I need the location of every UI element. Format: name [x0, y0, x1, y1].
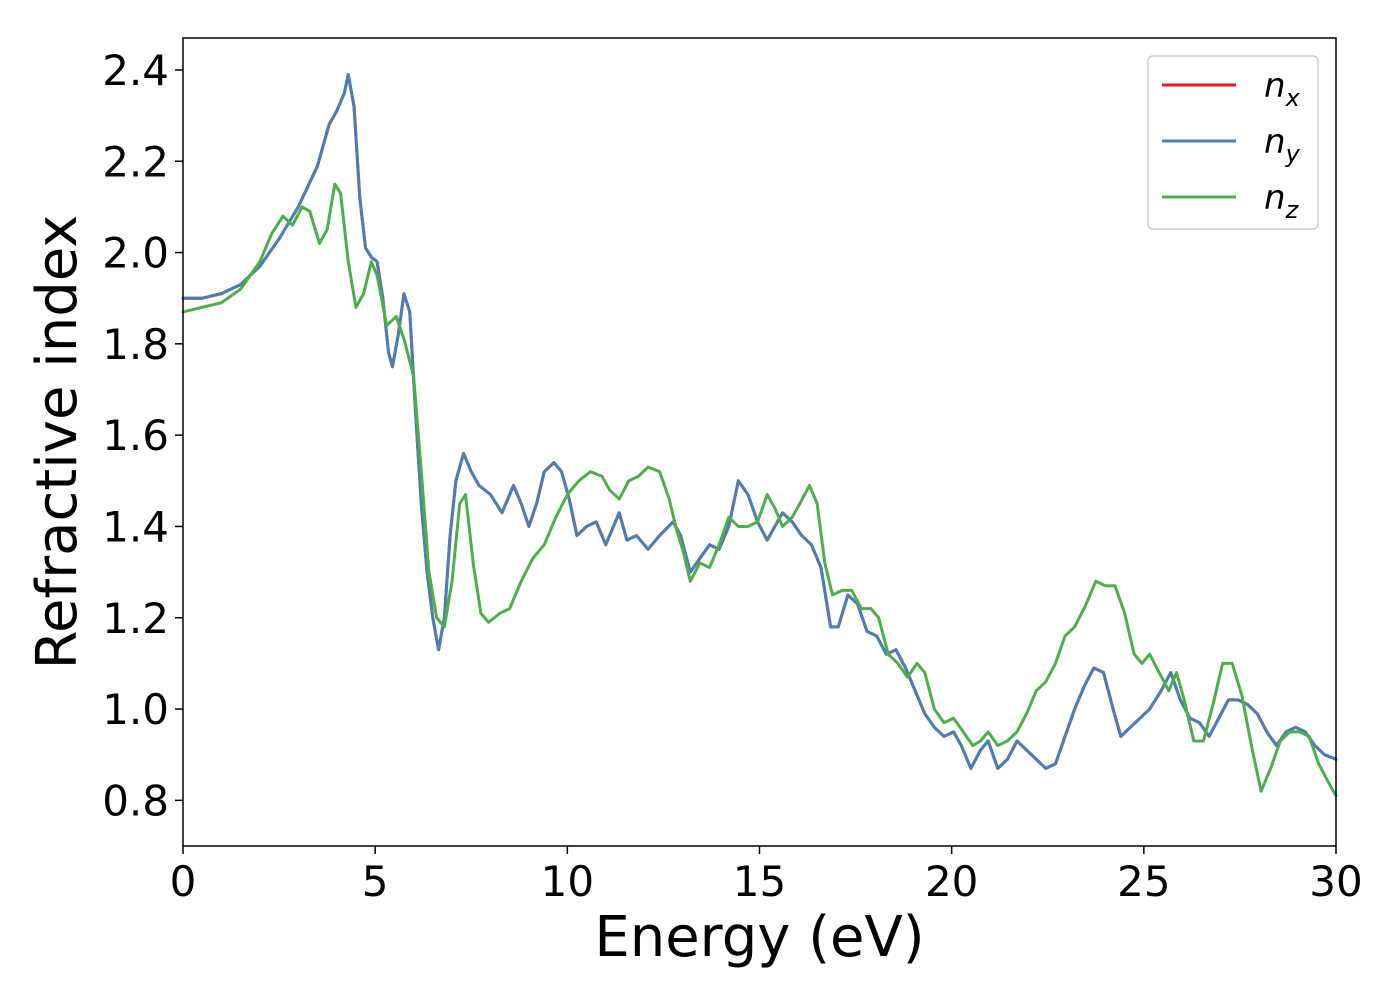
y-axis-title: Refractive index	[25, 215, 90, 670]
y-tick-label: 1.4	[102, 502, 169, 551]
x-tick-label: 30	[1309, 857, 1362, 906]
y-tick-label: 0.8	[102, 776, 169, 825]
series-line-ny	[181, 73, 1338, 770]
y-tick-label: 1.0	[102, 685, 169, 734]
legend: nx ny nz	[1147, 55, 1319, 230]
legend-label-ny: ny	[1264, 122, 1301, 168]
x-tick-label: 20	[925, 857, 978, 906]
x-tick-label: 5	[362, 857, 389, 906]
y-axis-ticks: 0.8 1.0 1.2 1.4 1.6 1.8 2.0 2.2 2.4	[102, 46, 183, 825]
y-tick-label: 2.4	[102, 46, 169, 95]
legend-label-nx: nx	[1264, 66, 1301, 112]
x-tick-label: 0	[170, 857, 197, 906]
x-tick-label: 15	[733, 857, 786, 906]
x-axis-title: Energy (eV)	[594, 905, 924, 970]
series-layer	[181, 73, 1338, 798]
legend-label-nz: nz	[1264, 178, 1300, 224]
series-line-nz	[181, 182, 1338, 798]
x-axis-ticks: 0 5 10 15 20 25 30	[170, 846, 1363, 906]
y-tick-label: 1.6	[102, 411, 169, 460]
y-tick-label: 2.2	[102, 137, 169, 186]
y-tick-label: 1.2	[102, 594, 169, 643]
y-tick-label: 2.0	[102, 229, 169, 278]
x-tick-label: 25	[1117, 857, 1170, 906]
x-tick-label: 10	[541, 857, 594, 906]
y-tick-label: 1.8	[102, 320, 169, 369]
